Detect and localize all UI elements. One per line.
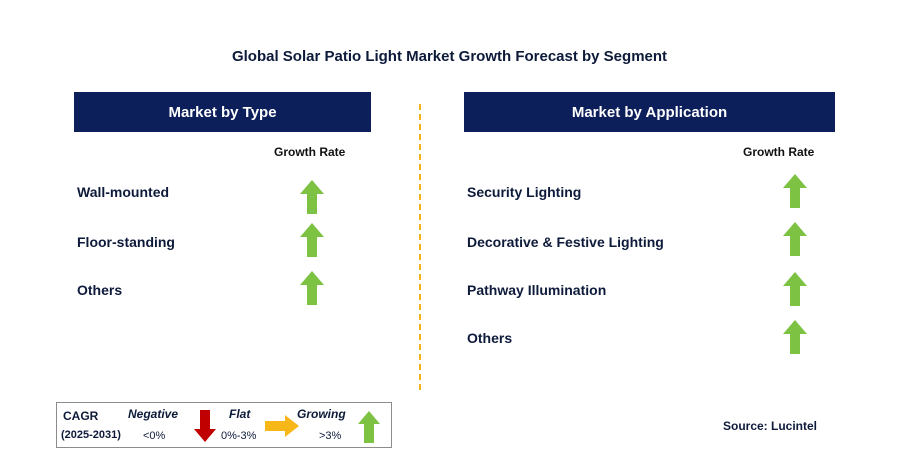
left-growth-rate-label: Growth Rate: [274, 145, 346, 159]
right-arrow-icon: [265, 415, 299, 437]
application-row-label: Pathway Illumination: [467, 282, 607, 298]
page-title: Global Solar Patio Light Market Growth F…: [231, 48, 668, 65]
up-arrow-icon: [358, 411, 380, 443]
legend-negative-label: Negative: [128, 407, 179, 421]
type-row-label: Floor-standing: [77, 234, 175, 250]
legend-flat-label: Flat: [229, 407, 251, 421]
market-by-type-header: Market by Type: [74, 92, 371, 132]
down-arrow-icon: [194, 410, 216, 442]
right-growth-rate-label: Growth Rate: [743, 145, 815, 159]
legend-flat-range: 0%-3%: [221, 430, 257, 442]
panel-divider: [419, 104, 421, 390]
legend-growing-label: Growing: [297, 407, 346, 421]
up-arrow-icon: [783, 222, 807, 256]
legend-years-label: (2025-2031): [61, 429, 121, 441]
cagr-legend: CAGR (2025-2031) Negative <0% Flat 0%-3%…: [56, 402, 392, 448]
up-arrow-icon: [300, 223, 324, 257]
up-arrow-icon: [783, 320, 807, 354]
legend-growing-range: >3%: [319, 430, 342, 442]
up-arrow-icon: [783, 272, 807, 306]
market-by-application-header: Market by Application: [464, 92, 835, 132]
source-label: Source: Lucintel: [723, 419, 818, 433]
up-arrow-icon: [300, 271, 324, 305]
application-row-label: Decorative & Festive Lighting: [467, 234, 664, 250]
type-row-label: Others: [77, 282, 123, 298]
type-row-label: Wall-mounted: [77, 184, 170, 200]
legend-cagr-label: CAGR: [63, 409, 99, 423]
up-arrow-icon: [300, 180, 324, 214]
application-row-label: Security Lighting: [467, 184, 582, 200]
up-arrow-icon: [783, 174, 807, 208]
application-row-label: Others: [467, 330, 513, 346]
legend-negative-range: <0%: [143, 430, 166, 442]
